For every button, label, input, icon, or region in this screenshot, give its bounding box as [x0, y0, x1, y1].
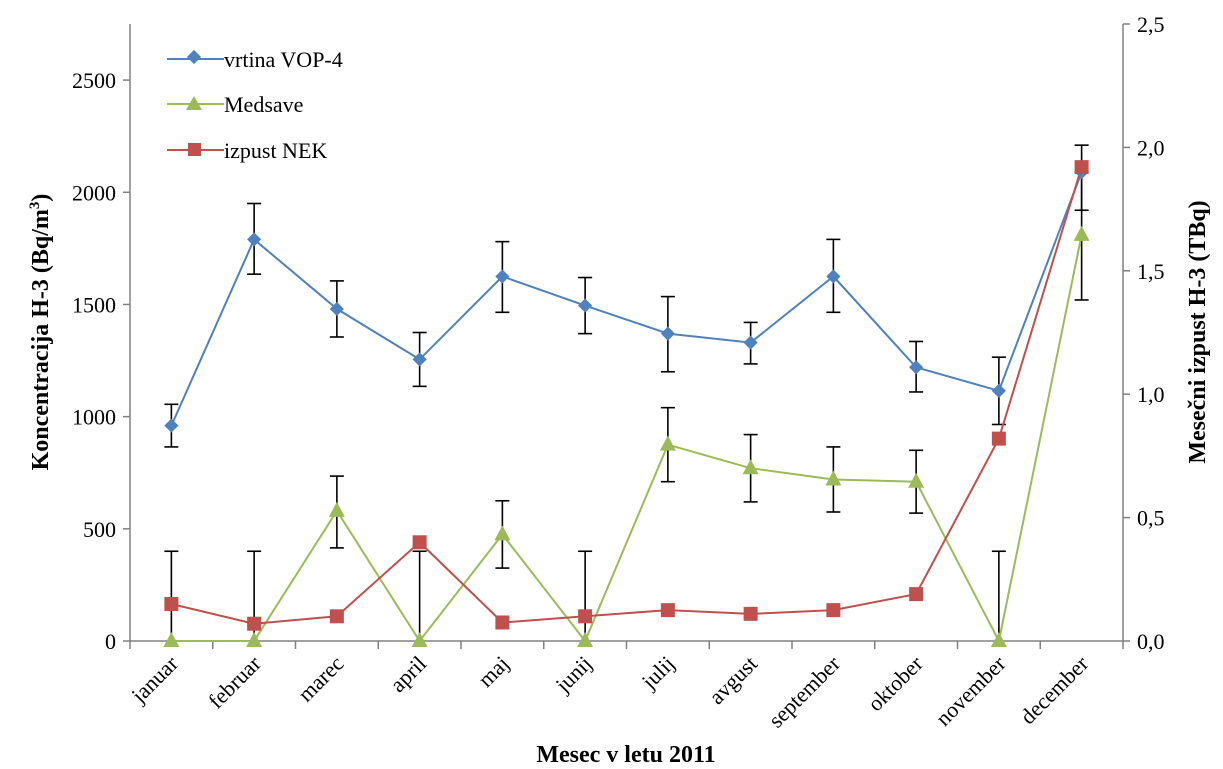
right-tick-label: 0,0 [1137, 629, 1165, 654]
data-point-square [991, 431, 1006, 446]
left-tick-label: 0 [105, 629, 116, 654]
left-axis-title-suffix: ) [28, 194, 54, 202]
legend-label-izpust: izpust NEK [224, 138, 327, 163]
x-tick-label: januar [126, 650, 184, 708]
error-bars [164, 144, 1089, 641]
legend-marker-medsave [186, 96, 202, 110]
right-tick-label: 2,0 [1137, 135, 1165, 160]
left-tick-label: 2000 [72, 180, 116, 205]
data-point-square [909, 587, 924, 602]
data-point-triangle [577, 632, 594, 647]
data-point-triangle [246, 632, 263, 647]
data-point-square [412, 535, 427, 550]
data-point-square [329, 609, 344, 624]
data-point-triangle [494, 525, 511, 541]
right-tick-label: 1,0 [1137, 382, 1165, 407]
x-tick-label: april [385, 651, 431, 697]
data-point-diamond [660, 326, 675, 341]
data-point-square [578, 609, 593, 624]
data-point-square [660, 603, 675, 618]
data-point-diamond [578, 298, 593, 313]
left-axis-ticks: 0 500 1000 1500 2000 2500 [72, 68, 130, 654]
x-tick-label: september [763, 650, 845, 732]
x-tick-label: februar [203, 650, 266, 713]
legend-label-vrtina: vrtina VOP-4 [224, 47, 343, 72]
data-point-triangle [163, 632, 180, 647]
right-tick-label: 1,5 [1137, 259, 1165, 284]
data-point-triangle [411, 632, 428, 647]
data-point-diamond [991, 383, 1006, 398]
x-axis-title: Mesec v letu 2011 [536, 742, 715, 768]
data-point-triangle [908, 472, 925, 488]
data-point-triangle [1073, 225, 1090, 241]
left-tick-label: 1000 [72, 405, 116, 430]
legend-item-medsave: Medsave [167, 92, 303, 117]
data-point-square [495, 615, 510, 630]
right-axis-ticks: 0,0 0,5 1,0 1,5 2,0 2,5 [1123, 12, 1165, 654]
data-point-square [247, 616, 262, 631]
x-tick-label: oktober [862, 650, 928, 716]
right-axis-title: Mesečni izpust H-3 (TBq) [1185, 200, 1211, 463]
x-tick-label: avgust [704, 651, 762, 709]
series-line-triangle [171, 234, 1083, 644]
data-point-diamond [247, 232, 262, 247]
data-point-diamond [412, 352, 427, 367]
left-tick-label: 1500 [72, 292, 116, 317]
data-point-triangle [659, 435, 676, 451]
data-point-diamond [743, 335, 758, 350]
x-tick-label: marec [293, 651, 349, 707]
legend-item-vrtina: vrtina VOP-4 [167, 47, 343, 72]
right-tick-label: 2,5 [1137, 12, 1165, 37]
legend-marker-izpust [188, 143, 201, 156]
data-point-triangle [328, 501, 345, 517]
left-axis-title-prefix: Koncentracija H-3 (Bq/m [28, 209, 54, 470]
data-point-diamond [329, 301, 344, 317]
legend-label-medsave: Medsave [224, 92, 303, 117]
x-tick-label: maj [473, 651, 514, 692]
left-tick-label: 500 [83, 517, 116, 542]
x-tick-label: november [931, 650, 1011, 730]
data-point-square [164, 596, 179, 611]
legend-marker-vrtina [186, 49, 202, 65]
series-line-diamond [170, 171, 1083, 427]
data-point-diamond [164, 418, 179, 433]
data-point-diamond [826, 269, 841, 284]
right-tick-label: 0,5 [1137, 506, 1165, 531]
legend: vrtina VOP-4 Medsave izpust NEK [167, 47, 343, 163]
data-point-diamond [909, 360, 924, 375]
data-point-square [1074, 160, 1089, 175]
x-tick-label: junij [550, 651, 597, 698]
data-point-square [826, 603, 841, 618]
series-lines [170, 166, 1083, 644]
data-point-triangle [990, 632, 1007, 647]
data-point-square [743, 606, 758, 621]
left-axis-title-sup: 3 [27, 202, 43, 210]
data-point-triangle [742, 459, 759, 475]
data-point-diamond [495, 269, 510, 284]
left-tick-label: 2500 [72, 68, 116, 93]
x-tick-label: december [1015, 650, 1094, 729]
series-line-square [171, 166, 1083, 625]
legend-item-izpust: izpust NEK [167, 138, 327, 163]
x-axis-ticks: januar februar marec april maj junij julij avgu… [126, 641, 1124, 732]
data-point-triangle [825, 470, 842, 486]
series-markers [163, 160, 1090, 647]
left-axis-title: Koncentracija H-3 (Bq/m3) [27, 194, 54, 471]
x-tick-label: julij [636, 651, 679, 694]
